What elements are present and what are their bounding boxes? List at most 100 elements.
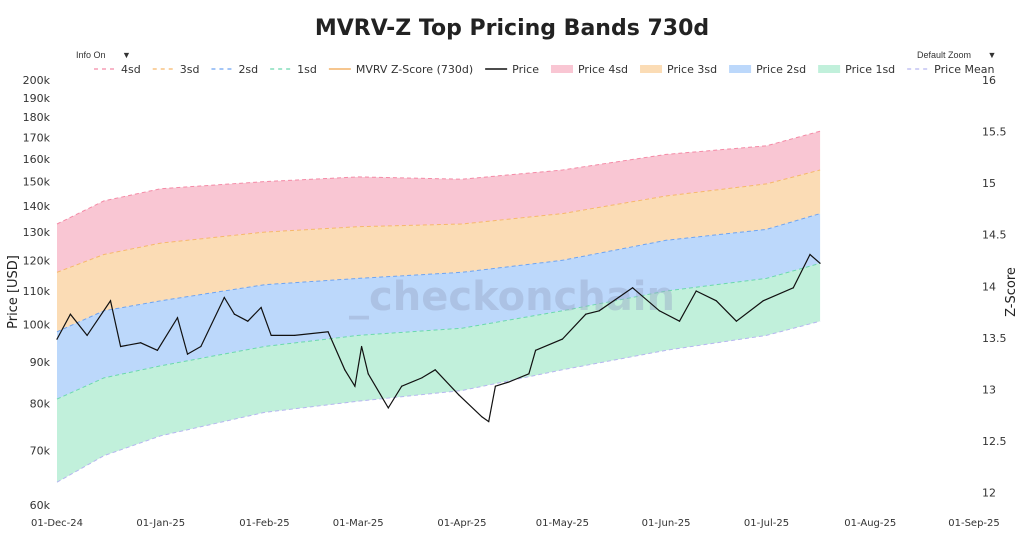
y-tick-label: 60k: [30, 499, 51, 512]
legend-item-label[interactable]: 1sd: [297, 63, 317, 76]
price-point: [186, 353, 189, 355]
y2-tick-label: 14: [982, 280, 996, 293]
price-point: [360, 345, 363, 348]
price-point: [715, 300, 717, 302]
price-point: [260, 306, 262, 309]
price-point: [233, 313, 235, 315]
price-point: [223, 296, 225, 299]
price-point: [658, 310, 661, 312]
y2-tick-label: 12.5: [982, 435, 1007, 448]
price-point: [367, 373, 369, 375]
price-point: [585, 313, 587, 315]
y-tick-label: 160k: [23, 153, 51, 166]
x-tick-label: 01-Feb-25: [239, 518, 289, 529]
x-tick-label: 01-Jan-25: [136, 518, 185, 529]
legend-item-label[interactable]: Price 4sd: [578, 63, 628, 76]
price-point: [56, 338, 58, 340]
info-toggle-label: Info On: [76, 50, 106, 60]
price-2sd-band: [57, 213, 821, 400]
legend-item-label[interactable]: 4sd: [121, 63, 141, 76]
y-axis-label: Price [USD]: [6, 255, 21, 329]
legend-item-label[interactable]: MVRV Z-Score (730d): [356, 63, 473, 76]
price-point: [561, 338, 563, 340]
y-tick-label: 200k: [23, 74, 51, 87]
legend-item-label[interactable]: 3sd: [180, 63, 200, 76]
y-tick-label: 170k: [23, 131, 51, 144]
price-point: [69, 313, 71, 315]
price-point: [488, 420, 490, 423]
y-tick-label: 180k: [23, 111, 51, 124]
info-toggle-dropdown[interactable]: Info On ▼: [76, 50, 131, 60]
legend-item-label[interactable]: 2sd: [238, 63, 258, 76]
price-point: [809, 253, 811, 256]
legend-item-label[interactable]: Price 2sd: [756, 63, 806, 76]
price-point: [156, 349, 159, 351]
2sd-line: [56, 213, 821, 333]
price-point: [528, 373, 530, 375]
legend-swatch: [640, 65, 663, 73]
caret-down-icon: ▼: [987, 50, 997, 60]
caret-down-icon: ▼: [122, 50, 131, 60]
x-tick-label: 01-Sep-25: [948, 518, 1000, 529]
price-point: [119, 345, 122, 348]
y2-tick-label: 14.5: [982, 229, 1007, 242]
price-point: [534, 349, 537, 351]
price-point: [792, 287, 794, 289]
price-mean-line: [56, 320, 821, 483]
y-tick-label: 190k: [23, 92, 51, 105]
3sd-line: [56, 169, 821, 273]
price-point: [481, 416, 483, 418]
1sd-line: [56, 262, 821, 400]
price-point: [632, 287, 634, 289]
x-tick-label: 01-Dec-24: [31, 518, 83, 529]
y-tick-label: 110k: [23, 285, 51, 298]
legend-item-label[interactable]: Price 1sd: [845, 63, 895, 76]
x-tick-label: 01-Jul-25: [744, 518, 789, 529]
price-point: [494, 385, 497, 387]
price-point: [270, 334, 272, 337]
price-point: [421, 377, 423, 379]
x-tick-label: 01-May-25: [536, 518, 589, 529]
price-point: [354, 385, 356, 387]
y2-axis-label: Z-Score: [1004, 267, 1019, 317]
legend-swatch: [729, 65, 752, 73]
y-tick-label: 90k: [30, 356, 51, 369]
watermark: _checkonchain: [349, 274, 675, 320]
legend-swatch: [550, 65, 573, 73]
y-tick-label: 80k: [30, 397, 51, 410]
legend-item-label[interactable]: Price Mean: [934, 63, 994, 76]
price-point: [695, 290, 697, 292]
y2-tick-label: 16: [982, 74, 996, 87]
price-point: [176, 317, 179, 319]
zoom-dropdown[interactable]: Default Zoom ▼: [917, 50, 996, 60]
price-point: [294, 334, 296, 337]
price-point: [401, 385, 403, 387]
price-3sd-band: [57, 170, 821, 332]
y-tick-label: 100k: [23, 319, 51, 332]
price-point: [86, 334, 88, 337]
legend-swatch: [818, 65, 841, 73]
price-point: [247, 320, 249, 322]
price-point: [819, 262, 821, 264]
price-point: [508, 381, 510, 383]
price-point: [598, 310, 600, 312]
y2-tick-label: 13.5: [982, 332, 1007, 345]
4sd-line: [56, 130, 821, 225]
x-tick-label: 01-Apr-25: [437, 518, 486, 529]
price-point: [458, 394, 460, 396]
price-point: [327, 331, 329, 333]
price-point: [434, 369, 436, 371]
price-point: [140, 342, 142, 344]
y-tick-label: 120k: [23, 254, 51, 267]
y2-tick-label: 15.5: [982, 126, 1007, 139]
chart-title: MVRV-Z Top Pricing Bands 730d: [314, 16, 710, 41]
price-point: [344, 369, 346, 371]
legend-item-label[interactable]: Price: [512, 63, 539, 76]
price-point: [387, 407, 389, 409]
legend-item-label[interactable]: Price 3sd: [667, 63, 717, 76]
y-tick-label: 130k: [23, 226, 51, 239]
y-tick-label: 70k: [30, 445, 51, 458]
y-tick-label: 140k: [23, 200, 51, 213]
